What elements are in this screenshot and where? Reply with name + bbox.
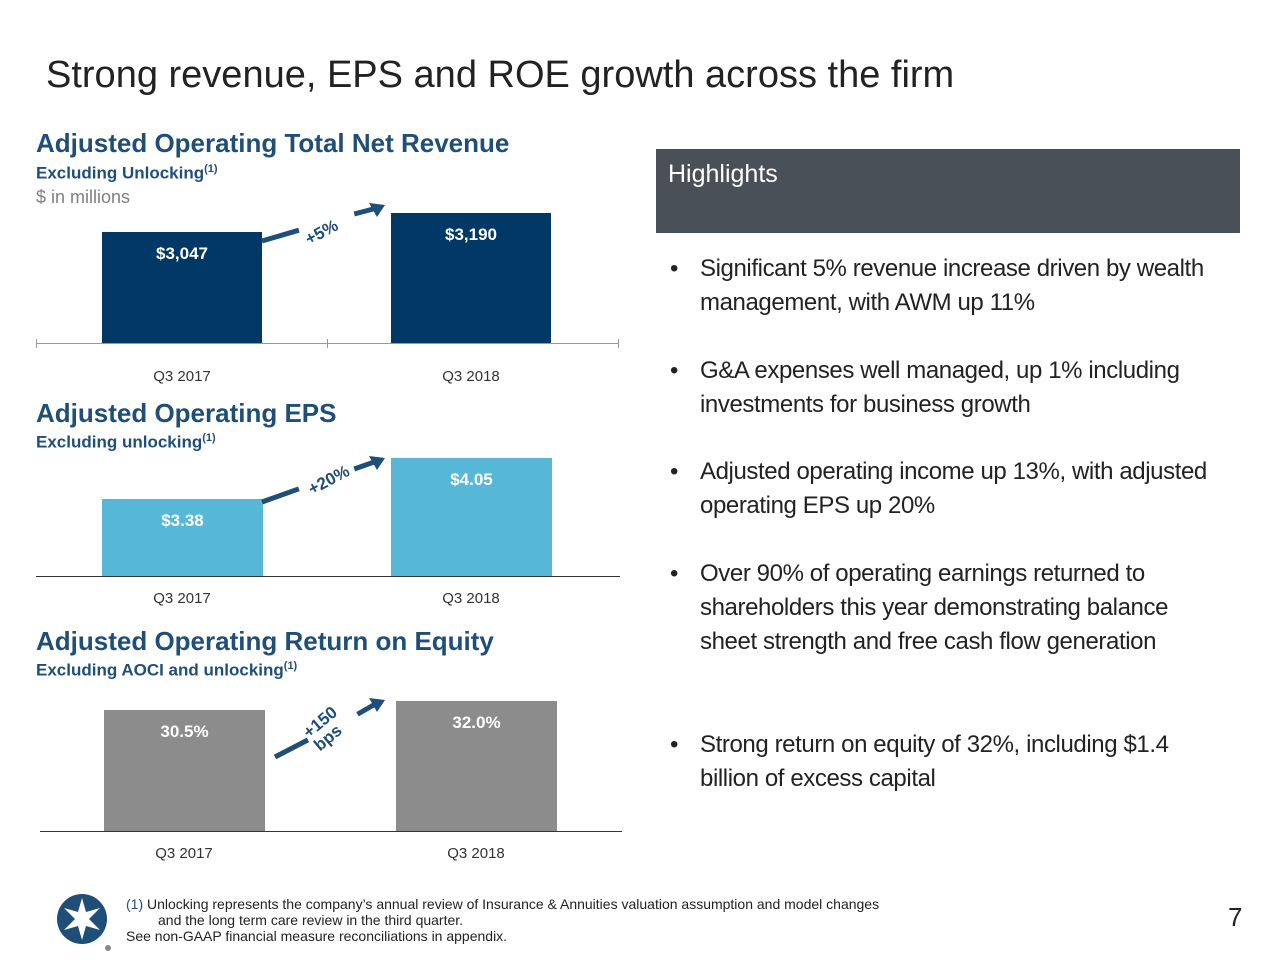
x-tick-label: Q3 2017 (155, 845, 213, 862)
subtitle-text: Excluding unlocking (36, 432, 203, 452)
highlight-bullet: • G&A expenses well managed, up 1% includ… (670, 354, 1230, 422)
subtitle-text: Excluding Unlocking (36, 163, 205, 183)
axis-tick (618, 339, 619, 348)
footnote-line: See non-GAAP financial measure reconcili… (126, 928, 508, 944)
eps-chart-subtitle: Excluding unlocking(1) (36, 432, 216, 453)
x-axis (36, 576, 620, 577)
bullet-text: Over 90% of operating earnings returned … (700, 560, 1169, 655)
bar: $3,047 (102, 231, 262, 343)
bullet-text: Significant 5% revenue increase driven b… (700, 255, 1204, 316)
page-title: Strong revenue, EPS and ROE growth acros… (46, 54, 955, 96)
highlight-bullet: • Strong return on equity of 32%, includi… (670, 728, 1230, 796)
bullet-dot: • (670, 357, 679, 384)
data-label: $3.38 (161, 511, 204, 531)
x-axis (40, 831, 622, 832)
growth-label: +20% (305, 461, 353, 499)
data-label: 30.5% (160, 721, 209, 741)
x-tick-label: Q3 2017 (153, 368, 211, 385)
footnote-ref: (1) (283, 660, 298, 672)
footnote-line: and the long term care review in the thi… (158, 912, 464, 928)
revenue-chart-subtitle: Excluding Unlocking(1) (36, 163, 218, 184)
data-label: $3,190 (445, 225, 497, 244)
bullet-text: G&A expenses well managed, up 1% includi… (700, 357, 1180, 418)
highlight-bullet: • Over 90% of operating earnings returned… (670, 557, 1230, 659)
bar: 30.5% (104, 709, 265, 831)
bar: $4.05 (391, 458, 552, 576)
axis-tick (327, 339, 328, 348)
footnote-ref: (1) (204, 163, 218, 175)
bullet-dot: • (670, 560, 679, 587)
page-number: 7 (1228, 902, 1243, 932)
subtitle-text: Excluding AOCI and unlocking (36, 660, 284, 680)
footnote-line: Unlocking represents the company’s annua… (147, 896, 880, 912)
axis-tick (36, 339, 37, 348)
roe-chart-subtitle: Excluding AOCI and unlocking(1) (36, 660, 297, 681)
bar: 32.0% (396, 701, 557, 831)
bar: $3,190 (391, 213, 551, 343)
footnote: (1) Unlocking represents the company’s a… (126, 896, 879, 944)
data-label: $3,047 (156, 243, 208, 263)
highlight-bullet: • Adjusted operating income up 13%, with … (670, 455, 1230, 523)
highlight-bullet: • Significant 5% revenue increase driven … (670, 252, 1230, 320)
roe-chart-title: Adjusted Operating Return on Equity (36, 626, 494, 656)
bullet-dot: • (670, 255, 679, 282)
footnote-marker: (1) (126, 896, 144, 912)
data-label: $4.05 (450, 470, 493, 489)
revenue-units: $ in millions (36, 187, 131, 207)
footnote-ref: (1) (202, 432, 216, 444)
revenue-chart-title: Adjusted Operating Total Net Revenue (36, 128, 510, 158)
x-tick-label: Q3 2017 (153, 590, 211, 607)
highlights-header: Highlights (656, 149, 1240, 233)
growth-label: +150 bps (299, 702, 346, 755)
growth-label: +5% (302, 215, 342, 249)
bar: $3.38 (102, 499, 263, 576)
company-logo-icon (57, 894, 111, 951)
bullet-dot: • (670, 731, 679, 758)
eps-chart-title: Adjusted Operating EPS (36, 398, 337, 428)
x-tick-label: Q3 2018 (447, 845, 505, 862)
data-label: 32.0% (452, 713, 501, 732)
highlights-heading: Highlights (668, 160, 778, 188)
bullet-dot: • (670, 458, 679, 485)
bullet-text: Strong return on equity of 32%, includin… (700, 731, 1169, 792)
x-tick-label: Q3 2018 (442, 590, 500, 607)
x-tick-label: Q3 2018 (442, 368, 500, 385)
bullet-text: Adjusted operating income up 13%, with a… (700, 458, 1207, 519)
